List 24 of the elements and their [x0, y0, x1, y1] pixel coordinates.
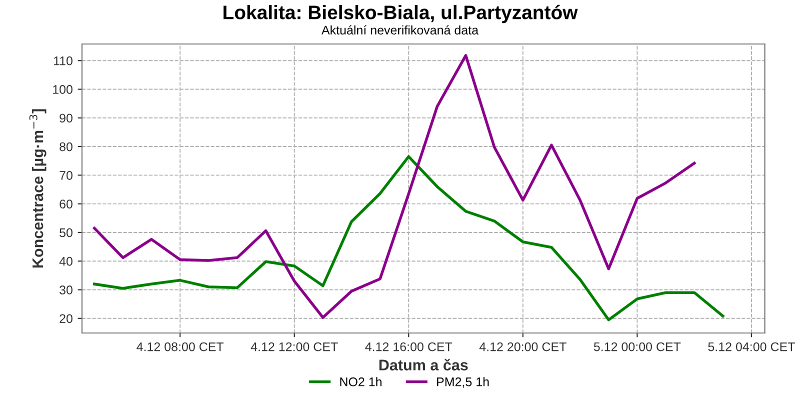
y-tick-label: 40	[59, 256, 72, 266]
chart-subtitle: Aktuální neverifikovaná data	[322, 25, 479, 35]
x-tick-label: 4.12 12:00 CET	[250, 342, 338, 352]
chart-title: Lokalita: Bielsko-Biala, ul.Partyzantów	[224, 4, 578, 24]
y-tick-label: 70	[60, 170, 72, 180]
legend-label: PM2,5 1h	[437, 377, 489, 388]
y-tick-label: 20	[60, 314, 72, 324]
x-axis-title: Datum a čas	[379, 358, 468, 370]
y-tick-label: 80	[60, 142, 72, 152]
y-tick-label: 60	[60, 200, 72, 208]
y-axis-title: Koncentrace [µg·m$^{−3}$]	[29, 109, 46, 268]
x-tick-label: 5.12 04:00 CET	[708, 342, 795, 352]
legend-label: NO2 1h	[340, 377, 382, 386]
y-tick-label: 30	[60, 286, 72, 294]
y-tick-label: 90	[60, 114, 72, 123]
x-tick-label: 4.12 16:00 CET	[365, 342, 452, 352]
x-tick-label: 5.12 00:00 CET	[594, 342, 681, 352]
line-series	[92, 155, 724, 322]
y-tick-label: 100	[53, 85, 72, 94]
x-tick-label: 4.12 08:00 CET	[136, 342, 224, 352]
y-tick-label: 50	[60, 228, 72, 238]
line-series	[92, 54, 696, 319]
y-tick-label: 110	[54, 56, 72, 66]
x-tick-label: 4.12 20:00 CET	[479, 342, 566, 352]
